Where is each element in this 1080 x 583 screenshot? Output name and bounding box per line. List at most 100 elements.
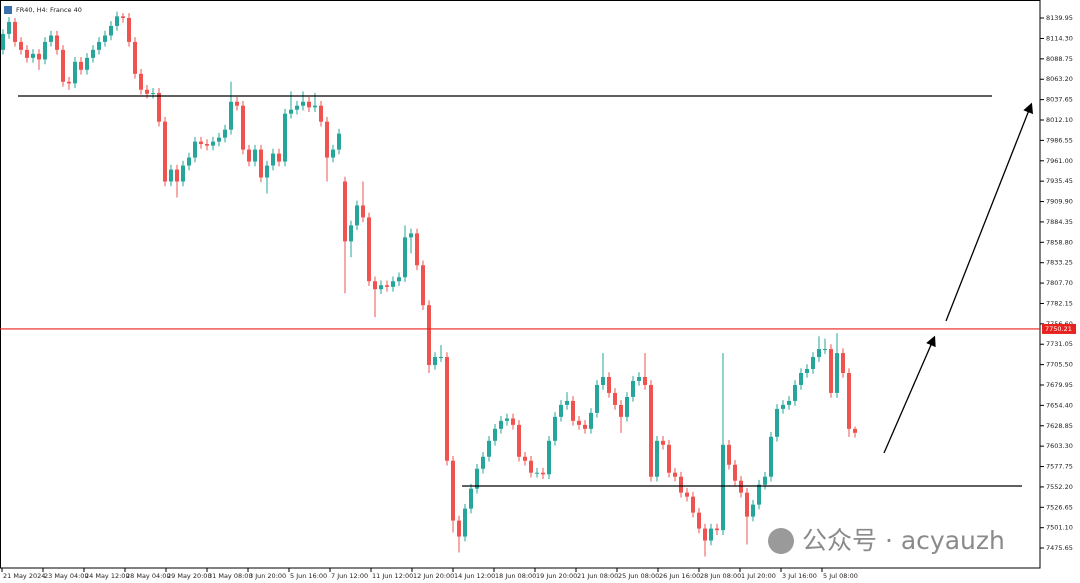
candle-body [295,105,299,110]
candle-body [583,424,587,429]
candle-body [115,16,119,26]
candle-body [703,528,707,541]
candle-body [721,444,725,531]
candle-body [49,35,53,42]
watermark: 公众号 · acyauzh [802,526,1005,555]
candle-body [403,237,407,278]
candle-body [697,512,701,529]
y-tick-label: 7909.90 [1046,198,1073,206]
x-tick-label: 23 May 04:00 [44,572,89,580]
candle-body [469,488,473,509]
candle-body [385,285,389,287]
candle-body [709,528,713,541]
candle-body [277,153,281,162]
y-tick-label: 7603.30 [1046,442,1073,450]
candle-body [145,89,149,94]
candle-body [85,57,89,70]
candle-body [13,21,17,42]
candle-body [109,25,113,36]
x-tick-label: 21 Jun 08:00 [577,572,618,580]
candle-body [547,440,551,475]
candle-body [655,440,659,477]
y-tick-label: 7475.65 [1046,544,1073,552]
candle-body [379,285,383,290]
candle-body [715,528,719,531]
candle-body [211,141,215,146]
candle-body [331,149,335,158]
y-tick-label: 7782.15 [1046,299,1073,307]
candle-body [319,105,323,122]
y-tick-label: 7731.05 [1046,340,1073,348]
candle-body [607,376,611,393]
candle-body [409,233,413,238]
candle-body [271,153,275,166]
candle-body [91,49,95,58]
candle-body [241,105,245,150]
candle-body [541,472,545,475]
candle-body [805,369,809,373]
candle-body [199,141,203,145]
candle-body [835,353,839,393]
candle-body [325,121,329,158]
x-tick-label: 28 May 04:00 [126,572,171,580]
candle-body [217,137,221,142]
candle-body [223,129,227,138]
y-tick-label: 8063.20 [1046,75,1073,83]
x-tick-label: 12 Jun 20:00 [413,572,454,580]
y-tick-label: 7807.70 [1046,279,1073,287]
candle-body [229,101,233,130]
candle-body [253,149,257,162]
y-tick-label: 7833.25 [1046,259,1073,267]
candle-body [433,357,437,366]
candle-body [829,349,833,393]
candle-body [19,41,23,50]
candle-body [43,41,47,60]
x-tick-label: 19 Jun 20:00 [536,572,577,580]
candle-body [631,380,635,397]
candle-body [691,496,695,513]
candle-body [355,205,359,226]
candle-body [463,508,467,537]
y-tick-label: 8037.65 [1046,96,1073,104]
candle-body [685,492,689,497]
candle-body [61,49,65,82]
y-tick-label: 7526.65 [1046,503,1073,511]
candle-body [1,33,5,50]
candle-body [427,305,431,366]
candle-body [67,81,71,84]
candle-body [733,464,737,481]
y-tick-label: 7756.60 [1046,320,1073,328]
candle-body [313,105,317,108]
candle-body [259,149,263,178]
candle-body [727,444,731,465]
candle-body [205,144,209,146]
y-tick-label: 7705.50 [1046,361,1073,369]
candle-body [571,400,575,421]
candle-body [793,384,797,401]
y-tick-label: 7501.10 [1046,524,1073,532]
candle-body [625,396,629,417]
candle-body [565,400,569,405]
candle-body [157,92,161,122]
candle-body [787,400,791,405]
candle-body [505,418,509,421]
y-tick-label: 7552.20 [1046,483,1073,491]
candle-body [343,181,347,242]
x-tick-label: 11 Jun 12:00 [372,572,413,580]
candle-body [775,408,779,437]
candle-body [31,53,35,58]
candle-body [337,133,341,150]
candle-body [373,281,377,290]
candle-body [853,428,857,433]
candle-body [175,169,179,182]
candle-body [517,424,521,457]
candle-body [181,165,185,182]
candle-body [511,418,515,425]
candle-body [127,17,131,42]
x-tick-label: 1 Jul 20:00 [741,572,776,580]
candle-body [439,357,443,359]
candle-body [247,149,251,162]
x-tick-label: 5 Jul 08:00 [823,572,858,580]
candle-body [613,392,617,405]
candle-body [187,157,191,166]
